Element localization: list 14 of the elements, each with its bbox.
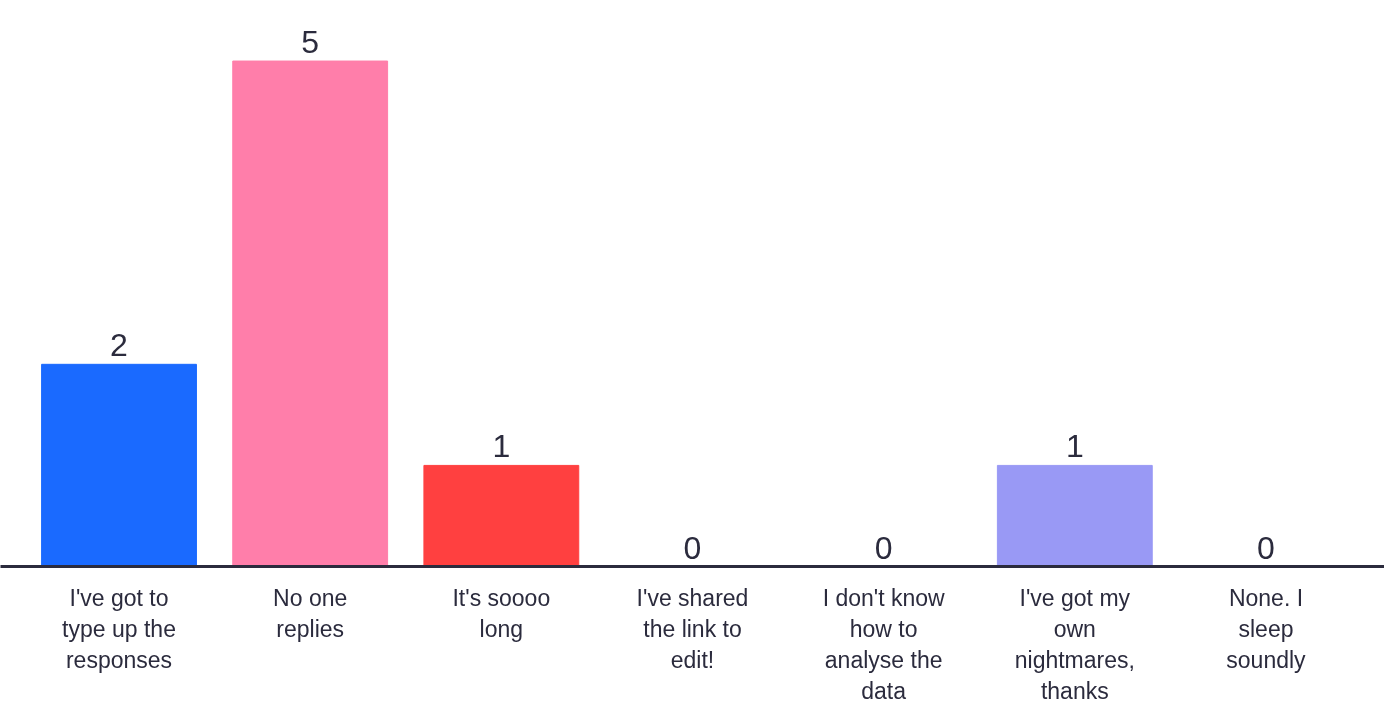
data-label: 1 <box>1065 428 1084 465</box>
data-label: 5 <box>301 24 320 61</box>
data-label: 0 <box>683 529 702 566</box>
x-tick-label: None. I sleep soundly <box>1226 584 1307 673</box>
x-tick-label: I've got to type up the responses <box>62 584 176 673</box>
data-label: 0 <box>1257 529 1275 566</box>
x-tick-label: It's soooo long <box>452 584 551 642</box>
data-label: 2 <box>110 327 128 364</box>
x-tick-label: I've shared the link to edit! <box>636 584 749 673</box>
data-label: 1 <box>492 428 511 465</box>
x-tick-label: No one replies <box>273 584 348 642</box>
x-tick-label: I've got my own nightmares, thanks <box>1014 584 1135 705</box>
x-tick-label: I don't know how to analyse the data <box>822 584 946 705</box>
data-label: 0 <box>874 529 893 566</box>
